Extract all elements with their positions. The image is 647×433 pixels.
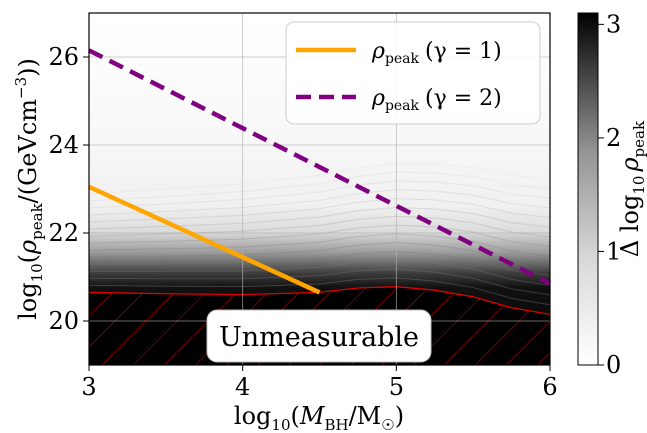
axis-ticks: 3 4 5 6 20 22 24 26 (48, 43, 557, 401)
unmeasurable-annotation: Unmeasurable (206, 309, 432, 363)
x-label-open: ( (291, 402, 300, 430)
heatmap-contours (89, 162, 550, 306)
cb-label-dlog: Δ log (616, 195, 644, 257)
y-axis-label: log10(ρpeak/(GeVcm−3)) (12, 58, 46, 320)
y-label-log: log (14, 282, 42, 320)
colorbar-tick-label: 0 (606, 351, 621, 379)
colorbar-tick-label: 1 (606, 237, 621, 265)
annotation-box (206, 309, 432, 363)
colorbar-tick-label: 2 (606, 124, 621, 152)
x-label-10: 10 (271, 416, 290, 433)
contour-line (89, 259, 550, 286)
series-lines (87, 48, 552, 295)
unmeasurable-boundary (89, 286, 550, 316)
cb-label-rho: ρ (616, 157, 644, 172)
x-label-close: ) (395, 402, 404, 430)
cb-label-peak: peak (630, 120, 647, 157)
y-label-rho: ρ (14, 240, 42, 255)
contour-line (89, 198, 550, 223)
colorbar-tick-label: 3 (606, 10, 621, 38)
contour-line (89, 206, 550, 230)
x-tick-label: 3 (81, 373, 96, 401)
contour-line (89, 233, 550, 257)
legend-label-gamma1-rho: ρ (371, 39, 385, 64)
x-label-bh: BH (324, 416, 348, 433)
x-label-m: M (299, 402, 326, 430)
x-label-sun: ☉ (381, 416, 394, 433)
contour-line (89, 215, 550, 238)
colorbar-ticks: 0 1 2 3 (598, 10, 621, 379)
x-tick-label: 6 (542, 373, 557, 401)
y-label-exp: −3 (12, 77, 30, 99)
colorbar-gradient (577, 12, 599, 366)
y-label-peak: peak (28, 202, 46, 239)
annotation-text: Unmeasurable (219, 322, 419, 353)
x-tick-label: 4 (235, 373, 250, 401)
cb-label-10: 10 (630, 176, 647, 195)
y-tick-label: 22 (48, 219, 79, 247)
legend-label-gamma1: ρpeak (γ = 1) (371, 39, 502, 67)
x-axis-label: log10(MBH/M☉) (234, 402, 404, 433)
legend-label-gamma2-sub: peak (385, 98, 420, 114)
x-tick-label: 5 (389, 373, 404, 401)
contour-line (89, 242, 550, 267)
x-label-msun: /M (349, 402, 382, 430)
colorbar: 0 1 2 3 Δ log10 ρpeak (577, 10, 647, 379)
plot-frame (88, 12, 551, 366)
y-tick-label: 24 (48, 131, 79, 159)
y-tick-label: 26 (48, 43, 79, 71)
series-line-gamma1 (88, 184, 321, 295)
contour-line (89, 250, 550, 277)
series-line-gamma2 (87, 48, 552, 286)
legend-label-gamma1-sub: peak (385, 51, 420, 67)
legend-label-gamma2-rho: ρ (371, 86, 385, 111)
y-label-open: ( (14, 254, 42, 263)
y-tick-label: 20 (48, 307, 79, 335)
legend-label-gamma2: ρpeak (γ = 2) (371, 86, 502, 114)
contour-line (89, 180, 550, 209)
legend-label-gamma1-rest: (γ = 1) (425, 39, 502, 64)
y-label-close: )) (14, 58, 42, 77)
contour-line (89, 162, 550, 195)
contour-line (89, 189, 550, 216)
contour-line (89, 268, 550, 296)
y-label-10: 10 (28, 263, 46, 282)
legend: ρpeak (γ = 1) ρpeak (γ = 2) (285, 21, 541, 125)
y-label-units: /(GeVcm (14, 99, 42, 204)
colorbar-label: Δ log10 ρpeak (616, 120, 647, 257)
x-label-log: log (234, 402, 272, 430)
contour-line (89, 171, 550, 202)
contour-line (89, 277, 550, 306)
legend-label-gamma2-rest: (γ = 2) (425, 86, 502, 111)
